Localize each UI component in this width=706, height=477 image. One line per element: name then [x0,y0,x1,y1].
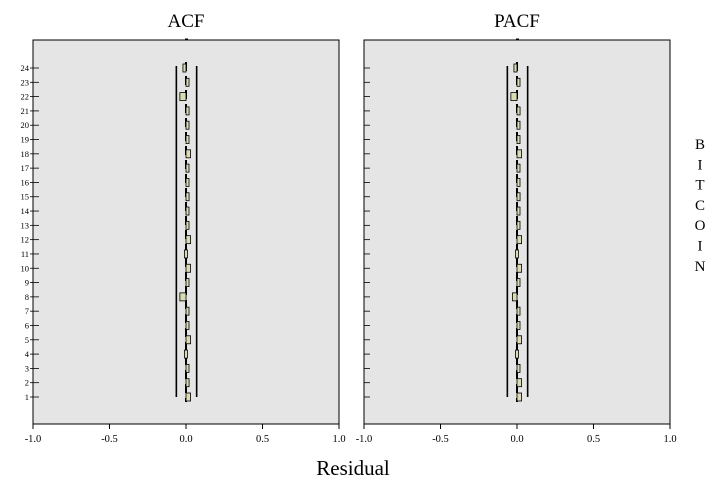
lag-label: 24 [21,63,30,73]
side-label-letter: N [695,259,706,275]
bar-lag-13 [516,220,521,230]
chart-title: ACF [168,11,205,32]
bar-lag-13 [185,220,190,230]
bar-lag-19 [185,135,190,144]
side-label-letter: O [695,218,706,234]
bar-lag-10 [516,263,522,273]
bar-lag-2 [185,378,190,388]
lag-label: 14 [21,206,30,216]
lag-label: 1 [25,392,29,402]
bar-lag-16 [516,178,521,187]
bar-lag-4 [184,349,188,359]
bar-lag-15 [185,192,190,202]
bar-lag-21 [185,106,190,116]
lag-label: 21 [21,106,30,116]
bar-lag-18 [516,149,522,159]
bar-lag-5 [185,335,191,345]
lag-label: 10 [21,263,30,273]
lag-label: 11 [21,249,29,259]
x-tick-label: 0.5 [587,434,600,445]
bar-lag-23 [516,77,521,87]
side-label-letter: T [695,178,704,194]
bar-lag-22 [510,92,518,102]
bar-lag-11 [515,249,519,259]
bar-lag-2 [516,378,522,388]
bar-lag-8 [179,292,187,302]
lag-label: 15 [21,192,30,202]
bar-lag-24 [182,63,187,73]
bar-lag-9 [185,278,190,287]
lag-label: 4 [25,349,30,359]
lag-label: 2 [25,378,29,388]
lag-label: 12 [21,235,30,245]
bar-lag-14 [185,206,190,216]
lag-label: 19 [21,135,30,145]
side-label-letter: C [695,198,705,214]
bar-lag-6 [185,321,190,330]
lag-label: 16 [21,177,30,187]
lag-label: 7 [25,306,29,316]
lag-label: 6 [25,320,29,330]
x-tick-label: 1.0 [663,434,676,445]
bar-lag-11 [184,249,188,259]
bar-lag-22 [179,92,187,102]
bar-lag-3 [185,363,190,373]
lag-label: 22 [21,92,30,102]
lag-label: 9 [25,278,29,288]
bar-lag-8 [512,292,518,302]
bar-lag-9 [516,278,521,287]
lag-label: 5 [25,335,29,345]
lag-label: 3 [25,363,29,373]
bar-lag-24 [513,63,518,73]
x-tick-label: -0.5 [101,434,118,445]
x-tick-label: -1.0 [25,434,42,445]
bar-lag-10 [185,263,191,273]
bar-lag-14 [516,206,521,216]
bar-lag-15 [516,192,521,202]
lag-label: 23 [21,77,30,87]
lag-label: 17 [21,163,30,173]
bar-lag-7 [516,306,521,316]
bar-lag-23 [185,77,190,87]
bar-lag-21 [516,106,521,116]
x-tick-label: 0.5 [256,434,269,445]
bar-lag-6 [516,321,521,330]
bar-lag-20 [185,120,190,130]
side-label-letter: I [698,239,703,255]
bar-lag-1 [516,392,522,402]
lag-label: 18 [21,149,30,159]
chart-title: PACF [494,11,540,32]
acf-panel: ACF-1.0 -0.5 0.0 0.5 1.012345678910111213141… [21,11,346,445]
bar-lag-12 [185,235,191,245]
bar-lag-5 [516,335,522,345]
lag-label: 13 [21,220,30,230]
bar-lag-17 [185,163,190,173]
x-tick-label: 0.0 [179,434,192,445]
x-tick-label: 0.0 [510,434,523,445]
bar-lag-4 [515,349,519,359]
lag-label: 8 [25,292,29,302]
bar-lag-19 [516,135,521,144]
side-label-letter: B [695,137,705,153]
x-axis-title: Residual [316,456,390,477]
x-tick-label: -0.5 [432,434,449,445]
lag-label: 20 [21,120,30,130]
bar-lag-3 [516,363,521,373]
bar-lag-7 [185,306,190,316]
bar-lag-17 [516,163,521,173]
bar-lag-18 [185,149,191,159]
x-tick-label: -1.0 [356,434,373,445]
pacf-panel: PACF -1.0 -0.5 0.0 0.5 1.0 [356,11,677,445]
side-label-letter: I [698,157,703,173]
bar-lag-12 [516,235,522,245]
x-tick-label: 1.0 [332,434,345,445]
bar-lag-20 [516,120,521,130]
bar-lag-1 [185,392,191,402]
bar-lag-16 [185,178,190,187]
